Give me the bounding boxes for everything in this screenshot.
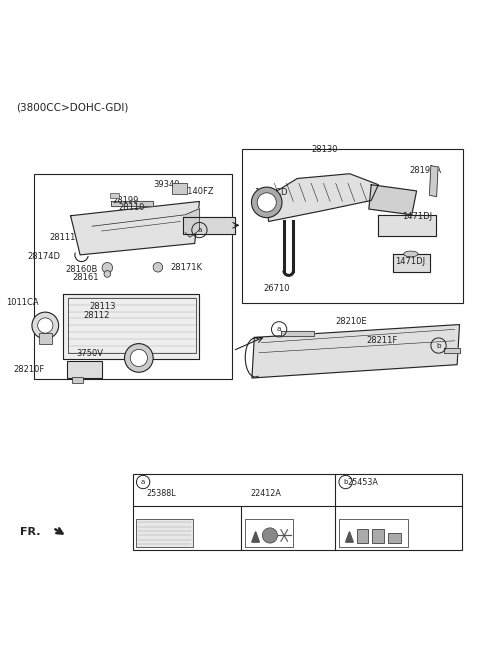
- Text: 22412A: 22412A: [250, 489, 281, 498]
- Bar: [110, 193, 119, 198]
- Bar: [372, 529, 384, 543]
- Text: 39340: 39340: [153, 180, 180, 189]
- Text: 1011CA: 1011CA: [6, 298, 39, 307]
- Circle shape: [102, 262, 113, 273]
- Text: 28210E: 28210E: [336, 317, 367, 326]
- Polygon shape: [252, 532, 259, 542]
- Bar: [245, 519, 293, 547]
- Text: a: a: [197, 227, 202, 233]
- Polygon shape: [393, 254, 430, 272]
- Polygon shape: [281, 331, 314, 336]
- Bar: [136, 519, 193, 547]
- Circle shape: [32, 312, 59, 339]
- Text: 28111: 28111: [49, 232, 75, 242]
- Circle shape: [37, 318, 53, 333]
- Text: (3800CC>DOHC-GDI): (3800CC>DOHC-GDI): [16, 102, 128, 112]
- Text: 28130: 28130: [312, 145, 338, 154]
- Bar: [132, 475, 462, 550]
- Circle shape: [153, 262, 163, 272]
- Text: 28211F: 28211F: [366, 337, 398, 345]
- Text: b: b: [436, 342, 441, 348]
- Text: a: a: [277, 326, 281, 332]
- Text: 28174D: 28174D: [28, 252, 60, 261]
- Bar: [339, 519, 408, 547]
- Text: 3750V: 3750V: [77, 349, 104, 357]
- Bar: [357, 529, 368, 543]
- Text: 1471DJ: 1471DJ: [395, 256, 425, 266]
- Circle shape: [252, 187, 282, 217]
- Polygon shape: [444, 348, 459, 353]
- Polygon shape: [378, 215, 436, 236]
- Text: 28160B: 28160B: [66, 265, 98, 273]
- Text: 26710: 26710: [263, 284, 289, 293]
- Text: 25388L: 25388L: [146, 489, 176, 498]
- Text: 28192A: 28192A: [409, 166, 442, 175]
- Text: b: b: [344, 479, 348, 485]
- Polygon shape: [63, 294, 199, 359]
- Text: 1471CD: 1471CD: [254, 188, 288, 197]
- Text: 28112: 28112: [84, 311, 110, 320]
- Circle shape: [124, 344, 153, 372]
- Polygon shape: [111, 201, 153, 206]
- Bar: [172, 184, 187, 194]
- Text: 28210F: 28210F: [13, 365, 45, 374]
- Bar: [34, 174, 232, 379]
- Bar: [388, 533, 401, 543]
- Text: 1471DJ: 1471DJ: [402, 212, 432, 221]
- Text: 25453A: 25453A: [347, 478, 378, 486]
- Circle shape: [262, 528, 277, 543]
- Ellipse shape: [404, 251, 418, 256]
- Bar: [72, 377, 83, 383]
- Text: 28110: 28110: [118, 202, 144, 212]
- Text: FR.: FR.: [21, 527, 41, 536]
- Polygon shape: [430, 165, 438, 197]
- Text: 28199: 28199: [112, 196, 138, 205]
- Text: 28113: 28113: [90, 302, 116, 311]
- Text: 28171K: 28171K: [171, 263, 203, 271]
- Text: 28161: 28161: [72, 273, 98, 283]
- Circle shape: [130, 350, 147, 367]
- Bar: [242, 149, 463, 303]
- Text: a: a: [141, 479, 145, 485]
- Bar: [68, 298, 196, 353]
- Bar: [67, 361, 102, 378]
- Circle shape: [257, 193, 276, 212]
- Polygon shape: [71, 201, 199, 255]
- Polygon shape: [346, 532, 353, 542]
- Polygon shape: [185, 208, 199, 237]
- Bar: [38, 333, 52, 344]
- Circle shape: [104, 271, 111, 277]
- Polygon shape: [266, 174, 378, 221]
- Polygon shape: [183, 217, 235, 234]
- Polygon shape: [252, 325, 459, 378]
- Text: 1140FZ: 1140FZ: [182, 187, 214, 197]
- Polygon shape: [369, 185, 417, 215]
